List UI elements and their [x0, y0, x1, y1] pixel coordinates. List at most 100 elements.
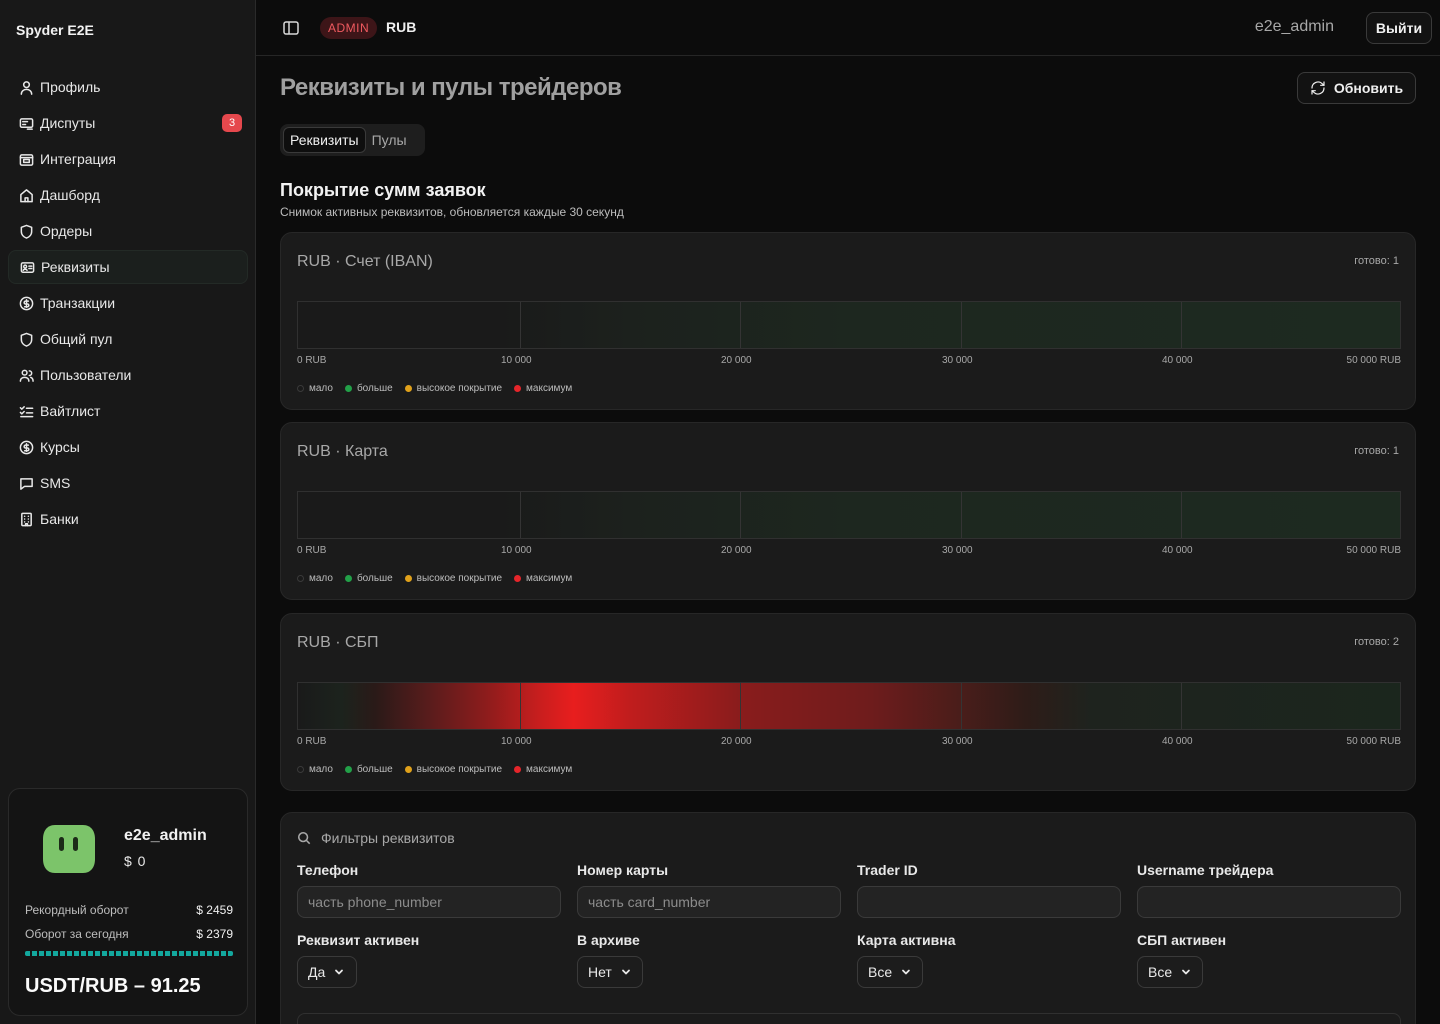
- legend-label: максимум: [526, 573, 573, 584]
- filter-label: Trader ID: [857, 862, 918, 878]
- tab-requisites[interactable]: Реквизиты: [283, 127, 366, 153]
- shield-icon: [18, 223, 34, 239]
- grid-line: [961, 492, 962, 538]
- tick-label: 0 RUB: [297, 736, 327, 747]
- legend-dot: [297, 575, 304, 582]
- legend-dot: [344, 575, 352, 582]
- legend: мало больше высокое покрытие максимум: [297, 383, 584, 394]
- sidebar-item-11[interactable]: Курсы: [8, 430, 248, 464]
- filters-title-label: Фильтры реквизитов: [321, 830, 455, 846]
- tick-label: 10 000: [501, 545, 532, 556]
- grid-line: [1181, 683, 1182, 729]
- list-check-icon: [18, 403, 34, 419]
- sidebar-item-7[interactable]: Транзакции: [8, 286, 248, 320]
- refresh-icon: [1311, 81, 1325, 95]
- today-turnover: Оборот за сегодня $ 2379: [25, 927, 233, 941]
- sidebar-item-1[interactable]: Профиль: [8, 70, 248, 104]
- user-icon: [18, 79, 34, 95]
- tick-label: 50 000 RUB: [1346, 736, 1401, 747]
- shield-icon: [18, 331, 34, 347]
- grid-line: [961, 302, 962, 348]
- refresh-button[interactable]: Обновить: [1297, 72, 1416, 104]
- coverage-fill: [298, 302, 1400, 348]
- section-subtitle: Снимок активных реквизитов, обновляется …: [280, 205, 624, 219]
- legend-item: мало: [297, 764, 333, 775]
- sidebar-item-6[interactable]: Реквизиты: [8, 250, 248, 284]
- sidebar-item-2[interactable]: Диспуты 3: [8, 106, 248, 140]
- legend-label: высокое покрытие: [416, 383, 503, 394]
- filter-input-1[interactable]: [297, 886, 561, 918]
- user-balance: $ 0: [124, 853, 147, 869]
- sidebar-item-5[interactable]: Ордеры: [8, 214, 248, 248]
- legend-dot: [297, 766, 304, 773]
- coverage-fill: [298, 492, 1400, 538]
- sidebar-toggle-icon[interactable]: [282, 19, 300, 37]
- legend-label: мало: [309, 573, 333, 584]
- select-label: Карта активна: [857, 932, 956, 948]
- filter-input-3[interactable]: [857, 886, 1121, 918]
- building-icon: [18, 511, 34, 527]
- grid-line: [740, 302, 741, 348]
- select-value: Все: [1148, 964, 1173, 980]
- sidebar-item-13[interactable]: Банки: [8, 502, 248, 536]
- sidebar-item-label: SMS: [40, 475, 71, 491]
- sidebar-item-9[interactable]: Пользователи: [8, 358, 248, 392]
- brand-title: Spyder E2E: [16, 22, 94, 38]
- select-value: Нет: [588, 964, 612, 980]
- tick-label: 50 000 RUB: [1346, 355, 1401, 366]
- coverage-bar: [297, 491, 1401, 539]
- legend-dot: [344, 385, 352, 392]
- filter-select-1[interactable]: Да: [297, 956, 357, 988]
- dispute-icon: [18, 115, 34, 131]
- filter-label: Номер карты: [577, 862, 669, 878]
- sidebar-item-3[interactable]: Интеграция: [8, 142, 248, 176]
- filter-label: Телефон: [297, 862, 359, 878]
- users-icon: [18, 367, 34, 383]
- sidebar-item-12[interactable]: SMS: [8, 466, 248, 500]
- tab-pools[interactable]: Пулы: [371, 132, 407, 148]
- tick-label: 0 RUB: [297, 545, 327, 556]
- grid-line: [1181, 302, 1182, 348]
- sidebar: Spyder E2E Профиль Диспуты 3 Интеграция Дашб…: [0, 0, 256, 1024]
- tick-label: 20 000: [721, 355, 752, 366]
- logout-button[interactable]: Выйти: [1366, 12, 1432, 44]
- turnover-progress: [25, 951, 233, 956]
- legend: мало больше высокое покрытие максимум: [297, 573, 584, 584]
- filter-select-2[interactable]: Нет: [577, 956, 643, 988]
- integration-icon: [18, 151, 34, 167]
- sidebar-item-label: Вайтлист: [40, 403, 101, 419]
- coverage-title: RUB · Карта: [297, 443, 388, 460]
- dollar-icon: [18, 439, 34, 455]
- sidebar-item-10[interactable]: Вайтлист: [8, 394, 248, 428]
- search-icon: [297, 831, 311, 845]
- legend-dot: [297, 385, 304, 392]
- legend-label: максимум: [526, 383, 573, 394]
- sidebar-item-4[interactable]: Дашборд: [8, 178, 248, 212]
- legend-label: высокое покрытие: [416, 764, 503, 775]
- filter-select-3[interactable]: Все: [857, 956, 923, 988]
- tick-label: 10 000: [501, 736, 532, 747]
- legend-item: больше: [344, 764, 393, 775]
- sidebar-item-label: Курсы: [40, 439, 80, 455]
- tabs: Реквизиты Пулы: [280, 124, 425, 156]
- filter-select-4[interactable]: Все: [1137, 956, 1203, 988]
- legend-item: высокое покрытие: [404, 764, 503, 775]
- sidebar-item-label: Банки: [40, 511, 79, 527]
- legend-dot: [404, 385, 412, 392]
- sidebar-item-8[interactable]: Общий пул: [8, 322, 248, 356]
- legend: мало больше высокое покрытие максимум: [297, 764, 584, 775]
- tick-label: 20 000: [721, 736, 752, 747]
- tick-label: 30 000: [942, 545, 973, 556]
- coverage-card: RUB · СБП готово: 2 0 RUB 10 000 20 000 30 00…: [280, 613, 1416, 791]
- avatar: [43, 825, 95, 873]
- currency-label: RUB: [386, 19, 417, 35]
- ready-count: готово: 1: [1354, 255, 1399, 267]
- legend-item: максимум: [514, 383, 572, 394]
- ready-count: готово: 1: [1354, 445, 1399, 457]
- filter-input-2[interactable]: [577, 886, 841, 918]
- sidebar-item-label: Профиль: [40, 79, 101, 95]
- legend-item: максимум: [514, 764, 572, 775]
- coverage-title: RUB · СБП: [297, 634, 379, 651]
- filter-input-4[interactable]: [1137, 886, 1401, 918]
- grid-line: [520, 683, 521, 729]
